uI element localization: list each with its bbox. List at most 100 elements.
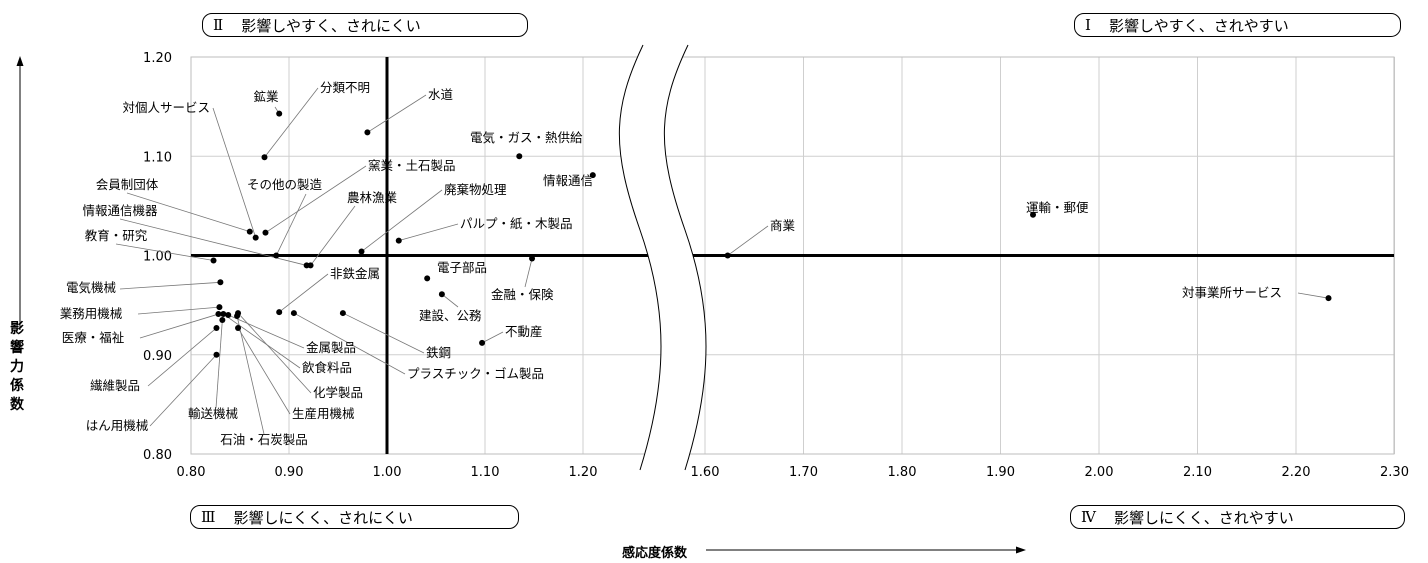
x-tick-label: 2.10 <box>1183 465 1212 480</box>
quadrant-3-text: 影響しにくく、されにくい <box>233 508 413 527</box>
break-line-left <box>618 44 662 471</box>
leader-line <box>398 223 459 241</box>
point-label: 対事業所サービス <box>1182 285 1282 300</box>
data-point <box>724 252 731 259</box>
data-point <box>215 311 222 318</box>
data-point <box>516 153 523 160</box>
data-point <box>589 172 596 179</box>
leader-line <box>481 331 504 344</box>
leader-line <box>236 315 265 435</box>
leader-line <box>727 225 769 256</box>
data-point <box>529 255 536 262</box>
data-point <box>276 309 283 316</box>
point-label: 教育・研究 <box>85 228 148 243</box>
data-point <box>479 339 486 346</box>
leader-line <box>228 314 305 349</box>
data-point <box>225 312 232 319</box>
leader-line <box>126 192 250 233</box>
point-label: プラスチック・ゴム製品 <box>407 366 544 381</box>
point-label: 金融・保険 <box>491 287 554 302</box>
data-point <box>358 248 365 255</box>
leader-line <box>293 312 406 375</box>
point-label: 飲食料品 <box>302 360 352 375</box>
x-tick-label: 1.20 <box>569 465 598 480</box>
point-label: 生産用機械 <box>292 406 355 421</box>
leader-line <box>119 281 221 290</box>
reference-lines <box>191 57 1394 454</box>
quadrant-1-label: Ⅰ 影響しやすく、されやすい <box>1074 13 1401 37</box>
y-tick-label: 0.90 <box>143 349 172 364</box>
data-point <box>395 237 402 244</box>
y-tick-labels: 0.80 0.90 1.00 1.10 1.20 <box>143 51 172 463</box>
leader-line <box>137 306 220 315</box>
y-tick-label: 1.00 <box>143 250 172 265</box>
quadrant-2-label: Ⅱ 影響しやすく、されにくい <box>202 13 528 37</box>
leader-line <box>147 327 217 387</box>
point-label: 農林漁業 <box>347 190 398 205</box>
y-tick-label: 1.10 <box>143 150 172 165</box>
point-label: 電気機械 <box>66 280 117 295</box>
x-tick-label: 2.20 <box>1282 465 1311 480</box>
data-point <box>235 324 242 331</box>
leader-line <box>265 165 367 234</box>
leader-line <box>139 313 219 339</box>
quadrant-1-number: Ⅰ <box>1085 16 1091 34</box>
x-tick-label: 0.80 <box>177 465 206 480</box>
data-point <box>213 351 220 358</box>
break-band <box>619 45 706 470</box>
leader-line <box>212 107 257 238</box>
data-point <box>220 311 227 318</box>
point-label: 輸送機械 <box>188 406 239 421</box>
quadrant-2-text: 影響しやすく、されにくい <box>241 16 421 35</box>
data-point <box>1030 211 1037 218</box>
point-label: 情報通信機器 <box>82 203 158 218</box>
leader-line <box>223 313 301 369</box>
point-label: その他の製造 <box>247 177 323 192</box>
break-line-right <box>663 44 707 471</box>
leader-line <box>275 193 307 256</box>
leader-line <box>361 189 443 252</box>
point-label: 電子部品 <box>437 260 487 275</box>
point-label: 化学製品 <box>313 385 363 400</box>
quadrant-1-text: 影響しやすく、されやすい <box>1108 16 1289 35</box>
data-point <box>1325 295 1332 302</box>
point-label: はん用機械 <box>86 418 149 433</box>
point-label: 会員制団体 <box>96 177 159 192</box>
x-tick-labels: 0.80 0.90 1.00 1.10 1.20 1.60 1.70 1.80 1.90 2.00… <box>177 465 1409 480</box>
point-label: 鉄鋼 <box>426 345 451 360</box>
data-point <box>210 257 217 264</box>
x-tick-label: 1.90 <box>986 465 1015 480</box>
point-label: 医療・福祉 <box>62 330 125 345</box>
x-tick-label: 1.10 <box>471 465 500 480</box>
point-label: 廃棄物処理 <box>444 182 507 197</box>
leader-lines <box>115 87 1329 435</box>
quadrant-4-text: 影響しにくく、されやすい <box>1114 508 1294 527</box>
x-tick-label: 2.00 <box>1085 465 1114 480</box>
point-label: パルプ・紙・木製品 <box>460 216 573 231</box>
point-label: 建設、公務 <box>419 308 482 323</box>
point-label: 繊維製品 <box>90 378 140 393</box>
data-point <box>262 229 269 236</box>
data-point <box>219 317 226 324</box>
point-label: 商業 <box>770 218 796 233</box>
y-axis-label: 影響力係数 <box>10 321 24 413</box>
y-tick-label: 1.20 <box>143 51 172 66</box>
x-tick-label: 1.00 <box>373 465 402 480</box>
point-label: 分類不明 <box>320 80 370 95</box>
leader-line <box>149 354 217 427</box>
leader-line <box>524 258 533 288</box>
leader-line <box>1297 292 1329 299</box>
leader-line <box>264 87 319 158</box>
quadrant-3-label: Ⅲ 影響しにくく、されにくい <box>190 505 519 529</box>
axis-break <box>618 44 707 471</box>
point-label: 情報通信 <box>543 173 593 188</box>
data-point <box>246 228 253 235</box>
data-point <box>276 110 283 117</box>
data-point <box>364 129 371 136</box>
data-points <box>210 110 1332 358</box>
x-axis-label: 感応度係数 <box>622 546 688 561</box>
quadrant-4-label: Ⅳ 影響しにくく、されやすい <box>1070 505 1405 529</box>
data-point <box>252 234 259 241</box>
